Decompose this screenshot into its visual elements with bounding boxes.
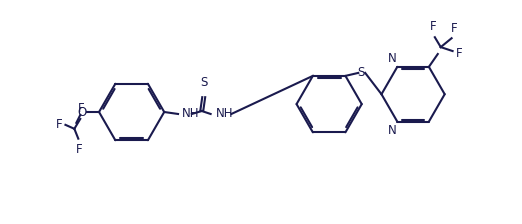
- Text: N: N: [387, 52, 396, 65]
- Text: S: S: [358, 66, 365, 80]
- Text: N: N: [387, 124, 396, 137]
- Text: NH: NH: [216, 108, 233, 121]
- Text: NH: NH: [182, 108, 199, 121]
- Text: S: S: [200, 76, 207, 89]
- Text: F: F: [456, 47, 462, 60]
- Text: F: F: [451, 22, 458, 35]
- Text: F: F: [430, 20, 436, 33]
- Text: F: F: [56, 118, 63, 131]
- Text: O: O: [77, 106, 86, 118]
- Text: F: F: [76, 143, 82, 156]
- Text: F: F: [78, 102, 85, 115]
